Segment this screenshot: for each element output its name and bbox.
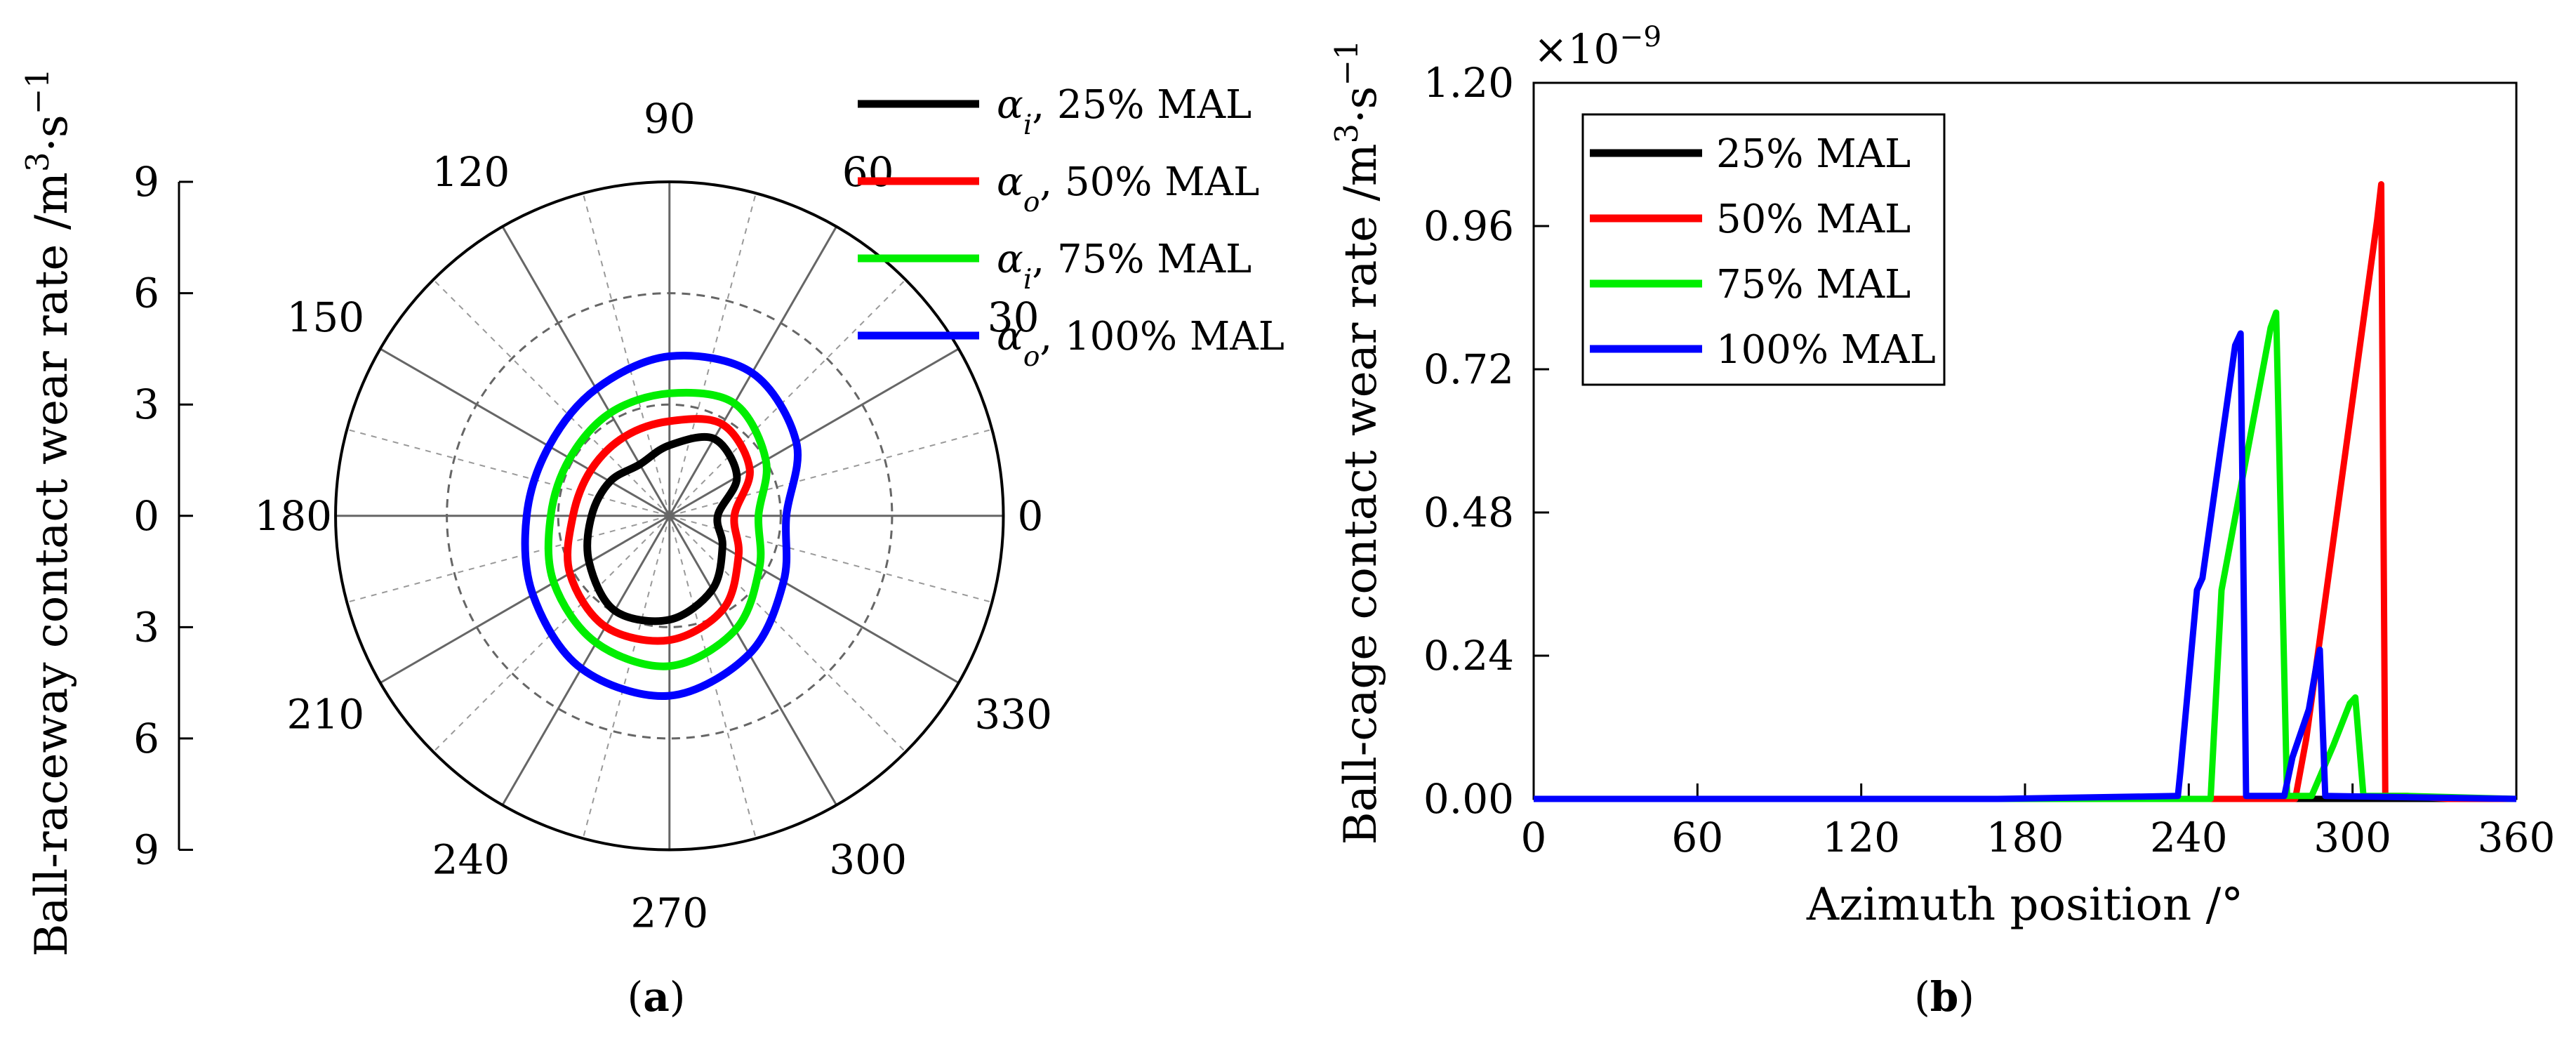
x-tick-label: 60 bbox=[1671, 814, 1723, 861]
radial-tick-label: 3 bbox=[133, 380, 159, 428]
polar-grid bbox=[334, 180, 1005, 852]
y-exponent-label: ×10−9 bbox=[1534, 20, 1661, 73]
angle-tick-label-30: 30 bbox=[988, 293, 1040, 341]
minor-spoke bbox=[669, 279, 906, 517]
major-spoke bbox=[380, 348, 670, 517]
angle-tick-label-270: 270 bbox=[630, 889, 708, 937]
legend-label-2: 50% MAL bbox=[1716, 197, 1911, 242]
polar-series-2 bbox=[564, 415, 754, 645]
line-series-4 bbox=[1534, 330, 2517, 802]
angle-tick-label-210: 210 bbox=[286, 691, 364, 739]
x-tick-label: 300 bbox=[2313, 814, 2391, 861]
legend-label-1: 25% MAL bbox=[1716, 131, 1911, 177]
x-tick-label: 0 bbox=[1521, 814, 1547, 861]
angle-tick-label-330: 330 bbox=[974, 691, 1052, 739]
outer-circle bbox=[334, 180, 1005, 852]
line-legend: 25% MAL 50% MAL 75% MAL 100% MAL bbox=[1581, 113, 1946, 386]
minor-spoke bbox=[347, 515, 670, 603]
legend-label-4: αo, 100% MAL bbox=[997, 314, 1284, 373]
legend-label-1: αi, 25% MAL bbox=[997, 82, 1252, 141]
polar-y-axis-label: Ball-raceway contact wear rate /m3·s−1 bbox=[19, 68, 79, 956]
x-tick-label: 240 bbox=[2150, 814, 2228, 861]
y-tick-label: 0.48 bbox=[1423, 489, 1514, 536]
axis-ticks: 0 60 120 180 240 300 360 0.00 0.24 0.48 0.72 0.96 1.… bbox=[1423, 59, 2556, 861]
radial-tick-label: 3 bbox=[133, 603, 159, 651]
polar-legend: αi, 25% MAL αo, 50% MAL αi, 75% MAL αo, 100… bbox=[858, 82, 1284, 373]
y-tick-label: 0.72 bbox=[1423, 345, 1514, 393]
angle-tick-label-0: 0 bbox=[1017, 492, 1043, 540]
x-tick-label: 360 bbox=[2478, 814, 2556, 861]
angle-tick-label-240: 240 bbox=[432, 836, 510, 884]
angle-tick-labels: 0 30 60 90 120 150 180 210 240 270 300 330 bbox=[254, 95, 1052, 937]
y-tick-label: 0.00 bbox=[1423, 775, 1514, 823]
major-spoke bbox=[380, 515, 670, 684]
polar-series-3 bbox=[544, 388, 771, 670]
polar-series-4 bbox=[521, 352, 802, 701]
angle-tick-label-90: 90 bbox=[644, 95, 696, 143]
angle-tick-label-180: 180 bbox=[254, 492, 332, 540]
radial-tick-label: 9 bbox=[133, 826, 159, 873]
major-spoke bbox=[669, 515, 960, 684]
panel-b-caption: (b) bbox=[1914, 973, 1974, 1021]
polar-series-1 bbox=[583, 432, 741, 626]
x-tick-label: 180 bbox=[1986, 814, 2064, 861]
line-chart-panel: Ball-cage contact wear rate /m3·s−1 ×10−… bbox=[1328, 20, 2556, 1021]
major-spoke bbox=[668, 515, 837, 806]
legend-label-3: 75% MAL bbox=[1716, 262, 1911, 307]
angle-tick-label-60: 60 bbox=[842, 148, 894, 196]
radial-tick-label: 0 bbox=[133, 492, 159, 540]
major-spoke bbox=[501, 515, 671, 806]
y-tick-label: 0.96 bbox=[1423, 202, 1514, 250]
angle-tick-label-300: 300 bbox=[829, 836, 907, 884]
y-tick-label: 0.24 bbox=[1423, 632, 1514, 680]
radial-tick-label: 6 bbox=[133, 270, 159, 317]
y-tick-label: 1.20 bbox=[1423, 59, 1514, 107]
line-y-axis-label: Ball-cage contact wear rate /m3·s−1 bbox=[1328, 40, 1388, 845]
angle-tick-label-150: 150 bbox=[286, 293, 364, 341]
polar-series-group bbox=[521, 352, 802, 701]
panel-a-caption: (a) bbox=[628, 973, 686, 1021]
radial-scale-axis: 9 6 3 0 3 6 9 bbox=[133, 158, 193, 873]
polar-chart-panel: Ball-raceway contact wear rate /m3·s−1 9… bbox=[19, 68, 1284, 1021]
line-x-axis-label: Azimuth position /° bbox=[1806, 879, 2243, 931]
legend-label-2: αo, 50% MAL bbox=[997, 159, 1259, 218]
angle-tick-label-120: 120 bbox=[432, 148, 510, 196]
legend-label-3: αi, 75% MAL bbox=[997, 237, 1252, 296]
legend-box bbox=[1581, 113, 1946, 386]
major-spoke bbox=[669, 348, 960, 517]
x-tick-label: 120 bbox=[1822, 814, 1900, 861]
line-series-group bbox=[1534, 181, 2517, 802]
legend-label-4: 100% MAL bbox=[1716, 327, 1936, 373]
radial-tick-label: 9 bbox=[133, 158, 159, 206]
radial-tick-label: 6 bbox=[133, 715, 159, 762]
